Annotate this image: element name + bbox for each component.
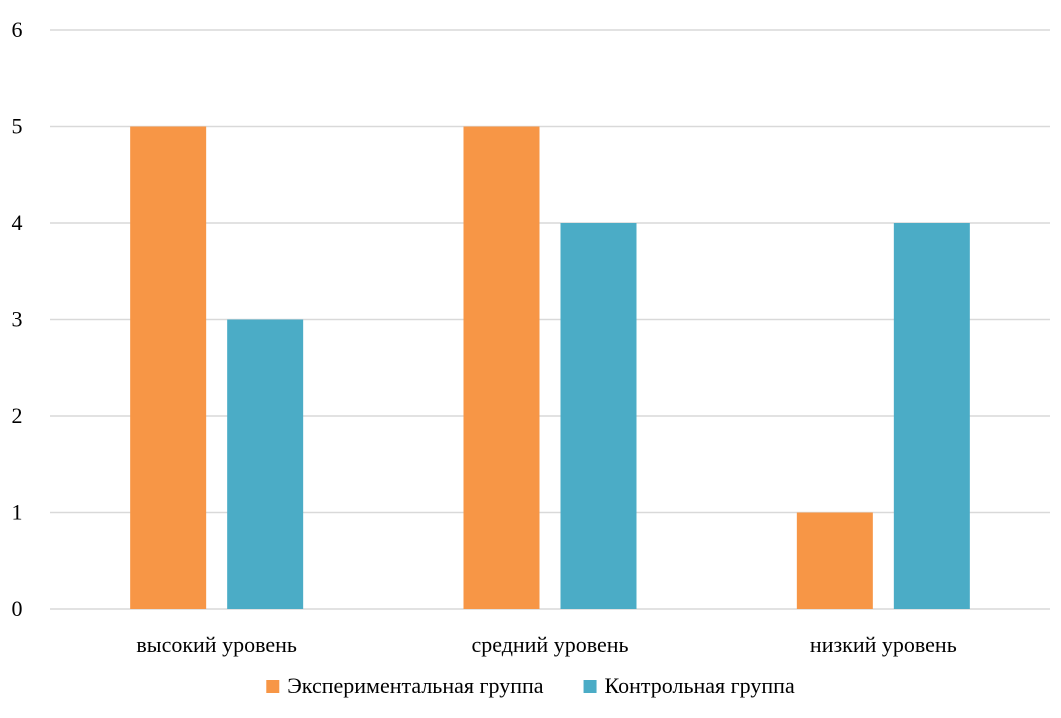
y-axis-ticks: 0 1 2 3 4 5 6 bbox=[12, 17, 23, 621]
bar-series2-3 bbox=[893, 223, 970, 609]
y-tick-label: 6 bbox=[12, 17, 23, 42]
bar-series1-1 bbox=[130, 126, 207, 609]
y-tick-label: 0 bbox=[12, 596, 23, 621]
legend-swatch bbox=[583, 680, 597, 693]
y-tick-label: 3 bbox=[12, 307, 23, 332]
x-tick-label: средний уровень bbox=[471, 632, 628, 657]
y-tick-label: 5 bbox=[12, 114, 23, 139]
legend-item: Экспериментальная группа bbox=[266, 673, 544, 698]
legend-swatch bbox=[266, 680, 280, 693]
x-axis-ticks: высокий уровень средний уровень низкий уро… bbox=[136, 632, 956, 657]
x-tick-label: высокий уровень bbox=[136, 632, 297, 657]
legend-label: Экспериментальная группа bbox=[287, 673, 543, 698]
bars bbox=[130, 126, 970, 609]
bar-series2-2 bbox=[560, 223, 637, 609]
bar-series2-1 bbox=[227, 319, 304, 609]
bar-series1-3 bbox=[796, 512, 873, 609]
y-tick-label: 2 bbox=[12, 403, 23, 428]
bar-series1-2 bbox=[463, 126, 540, 609]
y-tick-label: 4 bbox=[12, 210, 23, 235]
legend: Экспериментальная группа Контрольная груп… bbox=[266, 673, 795, 698]
gridlines bbox=[50, 29, 1050, 610]
legend-label: Контрольная группа bbox=[605, 673, 795, 698]
legend-item: Контрольная группа bbox=[583, 673, 795, 698]
x-tick-label: низкий уровень bbox=[810, 632, 957, 657]
y-tick-label: 1 bbox=[12, 500, 23, 525]
